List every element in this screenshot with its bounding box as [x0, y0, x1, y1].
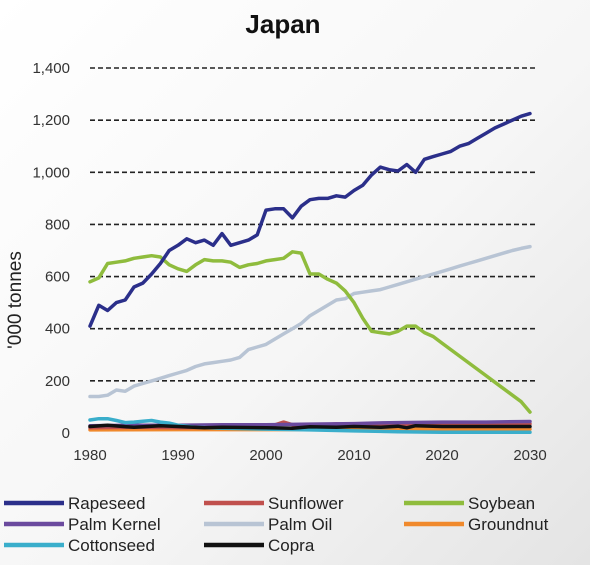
x-axis-ticks: 1980 1990 2000 2010 2020 2030	[73, 447, 546, 464]
y-tick-label: 1,200	[32, 112, 70, 129]
x-tick-label: 2010	[337, 447, 370, 464]
series-line-palm-oil	[88, 244, 532, 399]
legend-label-rapeseed: Rapeseed	[68, 494, 146, 513]
series-lines	[88, 111, 532, 434]
y-axis-ticks: 0 200 400 600 800 1,000 1,200 1,400	[32, 60, 70, 442]
y-tick-label: 400	[45, 321, 70, 338]
x-tick-label: 1990	[161, 447, 194, 464]
series-line-copra	[88, 423, 532, 431]
y-tick-label: 600	[45, 269, 70, 286]
series-line-rapeseed	[88, 111, 532, 328]
y-axis-label: '000 tonnes	[5, 251, 26, 349]
chart-title: Japan	[245, 9, 320, 39]
y-tick-label: 0	[62, 425, 70, 442]
y-tick-label: 1,400	[32, 60, 70, 77]
legend: Rapeseed Sunflower Soybean Palm Kernel Palm …	[4, 494, 549, 555]
legend-label-groundnut: Groundnut	[468, 515, 549, 534]
x-tick-label: 2020	[425, 447, 458, 464]
legend-label-soybean: Soybean	[468, 494, 535, 513]
legend-label-palm-oil: Palm Oil	[268, 515, 332, 534]
legend-label-sunflower: Sunflower	[268, 494, 344, 513]
y-tick-label: 1,000	[32, 164, 70, 181]
y-tick-label: 200	[45, 373, 70, 390]
legend-label-cottonseed: Cottonseed	[68, 536, 155, 555]
legend-label-palm-kernel: Palm Kernel	[68, 515, 161, 534]
x-tick-label: 1980	[73, 447, 106, 464]
legend-label-copra: Copra	[268, 536, 315, 555]
x-tick-label: 2000	[249, 447, 282, 464]
gridlines	[90, 67, 538, 382]
x-tick-label: 2030	[513, 447, 546, 464]
y-tick-label: 800	[45, 216, 70, 233]
series-line-cottonseed	[88, 416, 532, 434]
